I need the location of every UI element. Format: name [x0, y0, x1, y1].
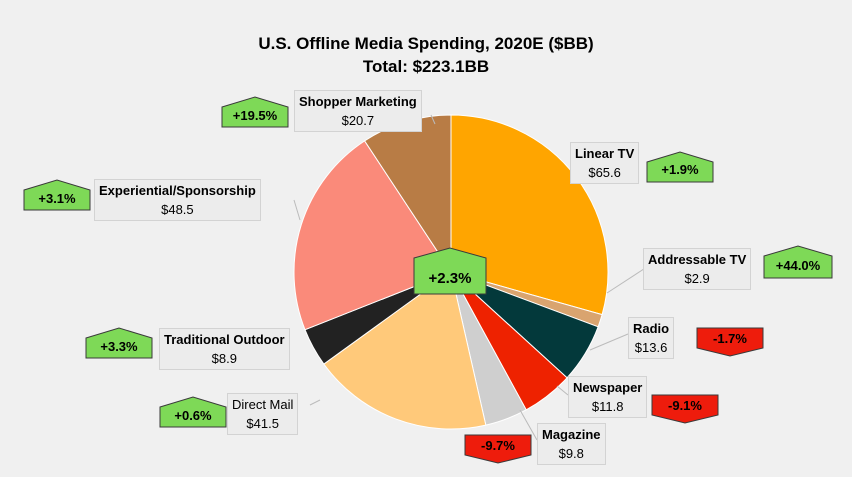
label-experiential-sponsorship: Experiential/Sponsorship $48.5 [94, 179, 261, 221]
label-value: $11.8 [591, 399, 624, 414]
label-newspaper: Newspaper $11.8 [568, 376, 648, 418]
label-value: $8.9 [211, 351, 237, 366]
increase-badge [221, 96, 289, 128]
increase-badge [646, 151, 714, 183]
change-total: +2.3% [428, 270, 472, 287]
leader-line [519, 409, 538, 441]
increase-badge [159, 396, 227, 428]
label-value: $2.9 [684, 271, 710, 286]
change-traditional-outdoor: +3.3% [100, 339, 138, 354]
label-name: Shopper Marketing [299, 94, 417, 109]
decrease-badge [651, 394, 719, 424]
change-addressable-tv: +44.0% [775, 258, 821, 273]
label-name: Addressable TV [648, 252, 747, 267]
label-value: $41.5 [246, 416, 279, 431]
label-linear-tv: Linear TV $65.6 [570, 142, 640, 184]
leader-line [309, 399, 321, 406]
increase-badge [763, 245, 833, 279]
label-magazine: Magazine $9.8 [537, 423, 606, 465]
label-traditional-outdoor: Traditional Outdoor $8.9 [159, 328, 290, 370]
label-name: Direct Mail [232, 397, 294, 412]
chart-title: U.S. Offline Media Spending, 2020E ($BB) [258, 34, 594, 53]
label-name: Newspaper [573, 380, 643, 395]
decrease-badge [464, 434, 532, 464]
change-magazine: -9.7% [481, 438, 515, 453]
change-radio: -1.7% [713, 331, 747, 346]
label-value: $48.5 [161, 202, 194, 217]
leader-line [606, 264, 651, 294]
label-shopper-marketing: Shopper Marketing $20.7 [294, 90, 422, 132]
change-direct-mail: +0.6% [174, 408, 212, 423]
increase-badge [85, 327, 153, 359]
leader-lines [293, 114, 651, 441]
label-name: Linear TV [575, 146, 635, 161]
leader-line [556, 385, 569, 396]
chart-subtitle: Total: $223.1BB [362, 57, 490, 76]
label-addressable-tv: Addressable TV $2.9 [643, 248, 752, 290]
label-direct-mail: Direct Mail $41.5 [227, 393, 299, 435]
pie-slice-experiential-sponsorship [293, 140, 452, 331]
change-newspaper: -9.1% [668, 398, 702, 413]
label-value: $13.6 [634, 340, 668, 355]
change-experiential-sponsorship: +3.1% [38, 191, 76, 206]
change-linear-tv: +1.9% [661, 162, 699, 177]
leader-line [293, 199, 301, 221]
leader-line [430, 114, 436, 125]
change-shopper-marketing: +19.5% [232, 108, 278, 123]
increase-badge [23, 179, 91, 211]
pie-slice-direct-mail [323, 271, 487, 430]
leader-line [589, 333, 629, 351]
pie-slices [293, 114, 609, 430]
label-value: $20.7 [341, 113, 375, 128]
label-value: $9.8 [558, 446, 584, 461]
label-name: Traditional Outdoor [164, 332, 285, 347]
label-name: Experiential/Sponsorship [99, 183, 256, 198]
increase-badge [413, 247, 487, 295]
label-value: $65.6 [588, 165, 621, 180]
change-badges [23, 96, 833, 464]
label-name: Radio [633, 321, 670, 336]
decrease-badge [696, 327, 764, 357]
label-radio: Radio $13.6 [628, 317, 675, 359]
label-name: Magazine [542, 427, 601, 442]
